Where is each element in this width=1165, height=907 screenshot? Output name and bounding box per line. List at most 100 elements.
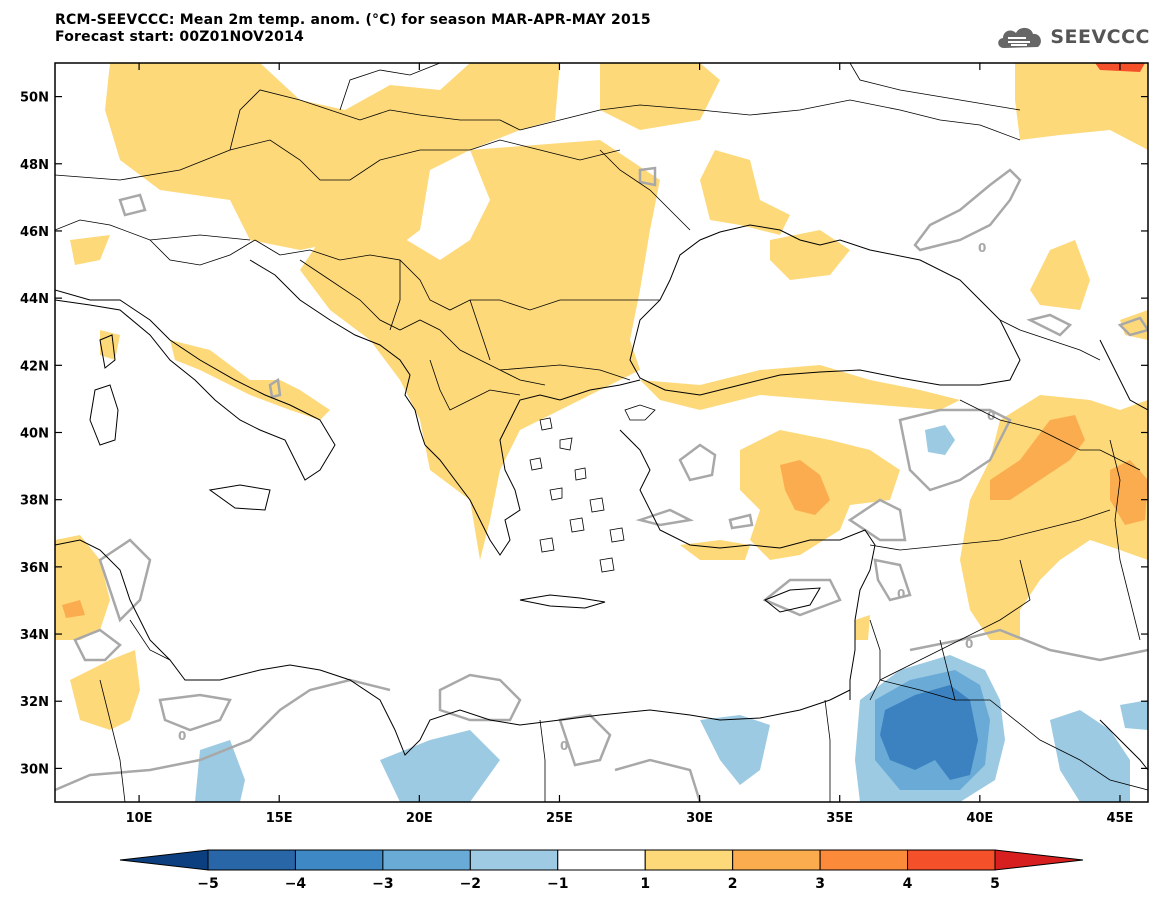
contour-label: 0 [560,739,568,753]
colorbar-segment [644,849,734,871]
title-line-1: RCM-SEEVCCC: Mean 2m temp. anom. (°C) fo… [55,12,651,28]
border [519,99,1021,141]
border [299,259,546,386]
coastline-caspian [1099,339,1148,411]
island [624,404,656,421]
anomaly-core-tunisia [62,600,85,618]
zero-contour-path [118,193,147,217]
colorbar-label: 2 [728,876,738,892]
zero-contour-path [678,443,717,482]
border [599,149,691,231]
colorbar-label: −3 [372,876,393,892]
coastline-adriatic-italy [55,289,336,481]
zero-contour-path [898,408,1012,492]
island [589,497,605,513]
anomaly-area-turkey-neg [925,425,955,455]
anomaly-core-turkey [780,460,830,515]
lon-tick-label: 10E [126,811,153,826]
lat-tick-label: 40N [20,427,49,442]
zero-contour-path [98,538,152,623]
lon-tick-label: 20E [406,811,433,826]
island [539,417,553,431]
title-line-2: Forecast start: 00Z01NOV2014 [55,29,304,45]
coastline-sardinia [89,384,119,446]
anomaly-area-anatolia-north [640,365,960,410]
lon-tick-label: 15E [266,811,293,826]
anomaly-area-ukraine [700,150,790,235]
anomaly-core-east [990,415,1085,500]
anomaly-area-levant [855,615,870,640]
anomaly-area-iraq [1050,710,1130,802]
border [1109,439,1141,641]
zero-contour-path [1117,316,1148,337]
latitude-axis: 50N 48N 46N 44N 42N 40N 38N 36N 34N 32N 30N [20,91,1148,777]
anomaly-area-libya-neg [195,740,245,802]
colorbar-segment [732,849,821,871]
lon-tick-label: 25E [546,811,573,826]
coastline-corsica [99,334,116,369]
map-title: RCM-SEEVCCC: Mean 2m temp. anom. (°C) fo… [55,12,651,46]
coastline-north-africa [55,539,851,756]
zero-contour-path [73,628,122,662]
anomaly-area-balkans [300,140,660,560]
anomaly-area-egypt-coast [380,730,500,802]
country-borders [55,63,1148,802]
zero-contour-path [913,168,1022,252]
contour-label: 0 [178,729,186,743]
colorbar-segment [119,849,209,871]
island [569,517,585,533]
border [229,89,521,151]
border [55,219,251,241]
contour-label: 0 [978,241,986,255]
island [529,457,543,471]
lat-tick-label: 34N [20,628,49,643]
zero-contour-path [847,498,907,542]
coastline-cyprus [764,587,821,613]
colorbar-label: −4 [285,876,307,892]
coastline-dalmatia [249,259,426,446]
border [959,399,1141,471]
zero-contour-path [558,713,612,767]
anomaly-area-north [600,63,720,130]
seevccc-logo: SEEVCCC [994,22,1150,52]
coastline-persian-gulf [1099,719,1148,771]
border [55,139,621,181]
cloud-icon [998,27,1042,48]
lat-tick-label: 44N [20,292,49,307]
border [849,63,1021,111]
colorbar-label: 1 [640,876,650,892]
island [549,487,563,501]
anomaly-area-central-europe [105,63,560,260]
positive-anomaly-cores [62,63,1148,618]
border [99,679,126,802]
lon-tick-label: 40E [966,811,993,826]
border [149,239,256,266]
anomaly-area-caucasus [1030,240,1090,310]
lat-tick-label: 30N [20,762,49,777]
contour-label: 0 [897,587,905,601]
zero-contour-path [55,678,391,792]
zero-contour-path [438,673,522,722]
colorbar-label: −2 [460,876,481,892]
coastline-greece [424,379,641,556]
colorbar-segment [994,849,1084,871]
border [254,239,660,311]
lat-tick-label: 48N [20,158,49,173]
lon-tick-label: 35E [826,811,853,826]
border [469,299,491,361]
coastlines [55,224,1148,771]
coastline-crete [519,594,606,609]
coastline-sicily [208,484,271,511]
zero-contour-path [909,628,1148,662]
border [429,359,521,411]
border [824,699,831,802]
colorbar-segment [819,849,909,871]
anomaly-area-south-turkey [680,540,750,560]
border [389,260,401,331]
colorbar-segment [907,849,996,871]
anomaly-area-west-balkans-small [70,235,110,265]
zero-contour-path [268,377,282,399]
map-panel: 0 0 0 0 0 0 [55,63,1148,802]
coastline-turkey-south [619,429,876,700]
